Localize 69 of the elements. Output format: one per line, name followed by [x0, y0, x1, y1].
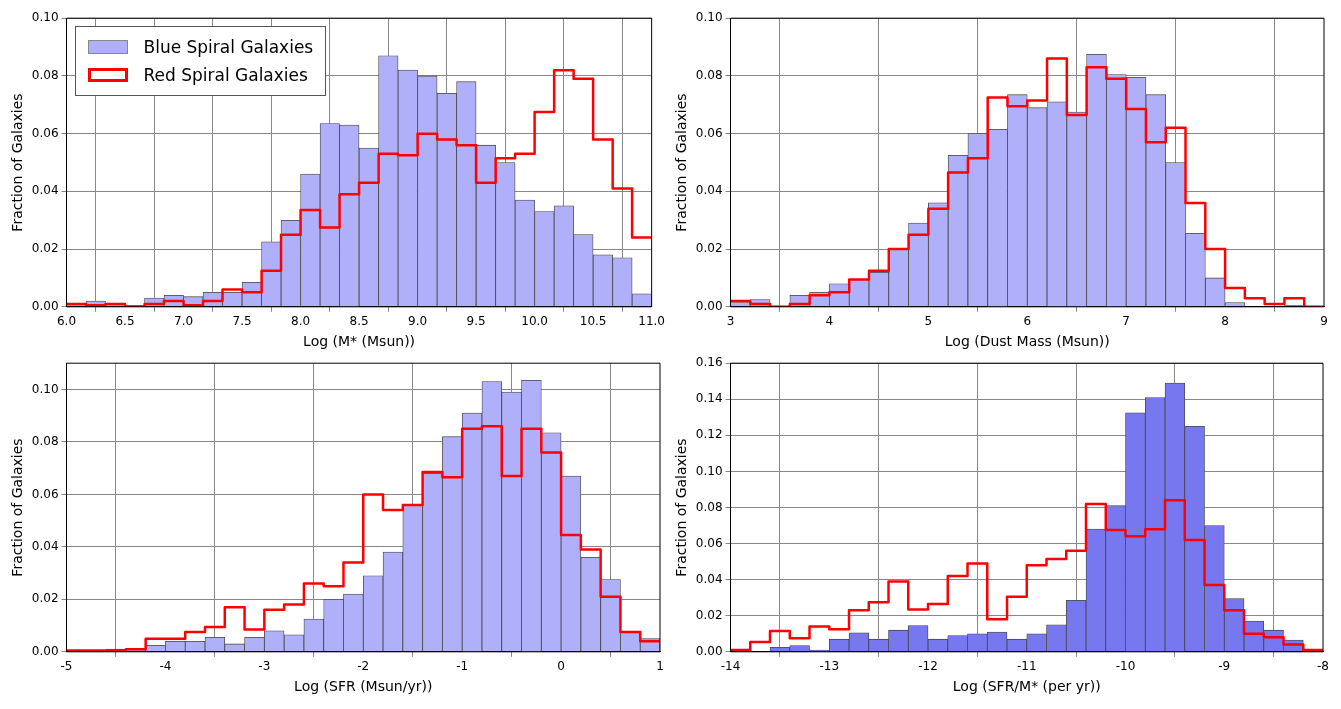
x-tick-label: 3	[726, 314, 735, 329]
y-axis-title: Fraction of Galaxies	[9, 93, 26, 232]
y-tick-label: 0.10	[695, 10, 723, 25]
x-tick-label: 9.0	[408, 314, 428, 329]
x-tick-label: 6	[1023, 314, 1032, 329]
x-tick-label: 11.0	[638, 314, 665, 329]
x-tick-label: 8.5	[349, 314, 369, 329]
legend-label: Blue Spiral Galaxies	[143, 36, 314, 60]
x-tick-label: -14	[720, 659, 741, 674]
y-tick-label: 0.10	[695, 463, 723, 478]
y-tick-label: 0.04	[695, 571, 723, 586]
y-tick-label: 0.02	[31, 241, 59, 256]
x-tick-label: -1	[456, 659, 469, 674]
y-tick-label: 0.04	[31, 538, 59, 553]
x-tick-label: -12	[918, 659, 938, 674]
x-axis-title: Log (SFR (Msun/yr))	[294, 678, 433, 695]
y-tick-label: 0.10	[31, 381, 59, 396]
y-axis-title: Fraction of Galaxies	[673, 438, 690, 577]
x-tick-label: 7.0	[174, 314, 194, 329]
y-tick-label: 0.06	[695, 535, 723, 550]
x-tick-label: -2	[357, 659, 370, 674]
x-tick-label: -10	[1115, 659, 1136, 674]
y-tick-label: 0.08	[31, 68, 59, 83]
y-tick-label: 0.16	[695, 355, 723, 370]
x-tick-label: -3	[258, 659, 271, 674]
x-axis-title: Log (Dust Mass (Msun))	[944, 333, 1110, 350]
y-tick-label: 0.00	[31, 298, 59, 313]
x-tick-label: 0	[557, 659, 565, 674]
x-tick-label: 9	[1320, 314, 1328, 329]
x-axis-title: Log (SFR/M* (per yr))	[952, 678, 1101, 695]
y-tick-label: 0.02	[31, 591, 59, 606]
x-tick-label: -11	[1016, 659, 1037, 674]
x-tick-label: 8.0	[291, 314, 311, 329]
y-tick-label: 0.04	[31, 183, 59, 198]
y-tick-label: 0.04	[695, 183, 723, 198]
y-tick-label: 0.06	[31, 125, 59, 140]
x-tick-label: -9	[1218, 659, 1231, 674]
y-tick-label: 0.00	[695, 298, 723, 313]
x-tick-label: 6.0	[56, 314, 77, 329]
y-axis-title: Fraction of Galaxies	[673, 93, 690, 232]
y-tick-label: 0.12	[695, 427, 723, 442]
x-tick-label: 6.5	[115, 314, 135, 329]
x-tick-label: 7	[1122, 314, 1130, 329]
y-tick-label: 0.10	[31, 10, 59, 25]
x-tick-label: 7.5	[232, 314, 252, 329]
y-tick-label: 0.02	[695, 241, 723, 256]
x-tick-label: -8	[1317, 659, 1329, 674]
legend-label: Red Spiral Galaxies	[143, 64, 308, 88]
x-axis-title: Log (M* (Msun))	[303, 333, 416, 350]
x-tick-label: 5	[924, 314, 933, 329]
x-tick-label: 4	[825, 314, 834, 329]
y-tick-label: 0.06	[31, 486, 59, 501]
x-tick-label: 9.5	[466, 314, 486, 329]
y-tick-label: 0.08	[31, 434, 59, 449]
y-tick-label: 0.02	[695, 607, 723, 622]
y-tick-label: 0.08	[695, 499, 723, 514]
x-tick-label: 1	[656, 659, 664, 674]
x-tick-label: -13	[819, 659, 840, 674]
y-tick-label: 0.00	[695, 643, 723, 658]
x-tick-label: 10.5	[579, 314, 607, 329]
y-tick-label: 0.08	[695, 68, 723, 83]
x-tick-label: -5	[60, 659, 73, 674]
y-tick-label: 0.06	[695, 125, 723, 140]
x-tick-label: -4	[159, 659, 172, 674]
y-tick-label: 0.00	[31, 643, 59, 658]
x-tick-label: 8	[1221, 314, 1229, 329]
y-axis-title: Fraction of Galaxies	[9, 438, 26, 577]
x-tick-label: 10.0	[521, 314, 548, 329]
y-tick-label: 0.14	[695, 391, 723, 406]
